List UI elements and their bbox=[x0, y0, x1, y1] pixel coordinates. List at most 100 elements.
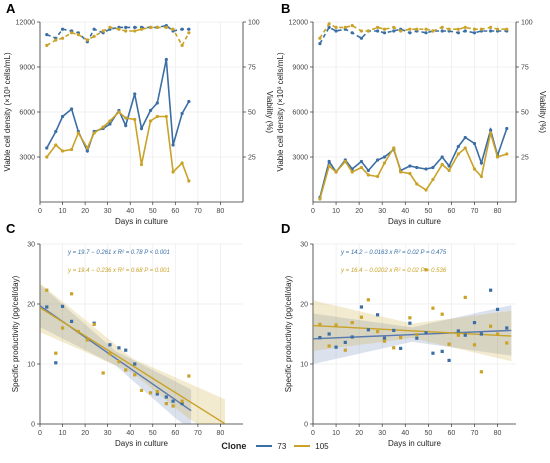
data-point-105-density bbox=[45, 155, 49, 159]
data-point-105-viability bbox=[366, 29, 370, 33]
fit-line-105 bbox=[39, 307, 226, 425]
data-point-73 bbox=[399, 346, 403, 350]
y-tick-label: 3000 bbox=[292, 155, 308, 162]
data-point-105-density bbox=[108, 119, 112, 123]
data-point-105-density bbox=[171, 170, 175, 174]
data-point-105-density bbox=[334, 170, 338, 174]
data-point-73 bbox=[505, 326, 509, 330]
y2-tick-label: 100 bbox=[248, 20, 260, 27]
data-point-105-density bbox=[117, 110, 121, 114]
x-tick-label: 50 bbox=[149, 208, 157, 215]
regression-annotation-105: y = 16.4 − 0.0202 x R² = 0.02 P = 0.536 bbox=[340, 268, 447, 274]
x-tick-label: 10 bbox=[59, 208, 67, 215]
data-point-105-density bbox=[382, 161, 387, 165]
data-point-73-density bbox=[45, 146, 49, 150]
data-point-73 bbox=[117, 346, 121, 350]
x-tick-label: 70 bbox=[471, 430, 479, 437]
data-point-73 bbox=[463, 333, 467, 337]
data-point-73-viability bbox=[472, 31, 477, 35]
data-point-105 bbox=[447, 342, 451, 346]
data-point-105-viability bbox=[359, 29, 364, 33]
data-point-105-viability bbox=[155, 25, 159, 29]
x-tick-label: 20 bbox=[355, 430, 363, 437]
x-axis-title: Days in culture bbox=[115, 217, 168, 226]
data-point-73 bbox=[392, 328, 396, 332]
y-tick-label: 9000 bbox=[292, 65, 308, 72]
data-point-105-density bbox=[392, 146, 396, 150]
data-point-105-density bbox=[495, 155, 500, 159]
data-point-105-viability bbox=[60, 36, 65, 40]
data-point-105-viability bbox=[392, 25, 396, 29]
data-point-105-density bbox=[76, 131, 80, 135]
data-point-105-density bbox=[415, 182, 419, 186]
data-point-105-density bbox=[101, 125, 105, 129]
x-tick-label: 30 bbox=[378, 208, 386, 215]
x-tick-label: 80 bbox=[494, 430, 502, 437]
data-point-73-density bbox=[447, 164, 451, 168]
data-point-73 bbox=[375, 313, 380, 317]
x-tick-label: 30 bbox=[378, 430, 386, 437]
data-point-105-density bbox=[359, 165, 364, 170]
data-point-73 bbox=[334, 345, 338, 349]
data-point-105 bbox=[148, 391, 153, 395]
y-tick-label: 30 bbox=[300, 242, 308, 249]
data-point-105 bbox=[180, 399, 184, 403]
data-point-73 bbox=[440, 349, 444, 353]
y-tick-label: 0 bbox=[31, 422, 35, 429]
data-point-105-density bbox=[424, 188, 428, 192]
data-point-105 bbox=[479, 370, 483, 374]
y2-tick-label: 25 bbox=[248, 155, 256, 162]
y-tick-label: 6000 bbox=[19, 110, 35, 117]
data-point-73-density bbox=[148, 108, 153, 113]
data-point-73 bbox=[350, 335, 354, 339]
data-point-105-density bbox=[366, 173, 370, 177]
data-point-73-density bbox=[408, 164, 412, 168]
x-tick-label: 60 bbox=[171, 208, 179, 215]
data-point-105 bbox=[117, 360, 121, 364]
y-axis-title: Specific productivity (pg/cell/day) bbox=[11, 275, 20, 392]
data-point-105 bbox=[408, 316, 412, 320]
data-point-73-viability bbox=[392, 29, 396, 33]
data-point-105-density bbox=[69, 147, 74, 152]
data-point-105-density bbox=[431, 177, 435, 182]
data-point-73-density bbox=[463, 135, 467, 140]
data-point-73-density bbox=[456, 144, 460, 149]
data-point-73 bbox=[180, 402, 184, 406]
x-axis-title: Days in culture bbox=[115, 439, 168, 448]
data-point-105-viability bbox=[456, 27, 460, 31]
x-tick-label: 10 bbox=[59, 430, 67, 437]
data-point-105-viability bbox=[334, 25, 338, 29]
data-point-73 bbox=[495, 307, 500, 311]
data-point-105 bbox=[45, 288, 49, 292]
data-point-73-density bbox=[60, 114, 65, 119]
legend-item-73: 73 bbox=[256, 442, 286, 451]
data-point-105-density bbox=[327, 164, 331, 168]
data-point-73-density bbox=[382, 155, 387, 159]
x-tick-label: 70 bbox=[471, 208, 479, 215]
fit-line-73 bbox=[312, 329, 512, 340]
data-point-73-viability bbox=[456, 31, 460, 35]
data-point-73-density bbox=[155, 101, 159, 105]
data-point-105-viability bbox=[69, 31, 74, 35]
x-tick-label: 50 bbox=[424, 430, 432, 437]
legend-swatch-105 bbox=[294, 445, 311, 447]
x-tick-label: 0 bbox=[38, 430, 42, 437]
data-point-105-viability bbox=[495, 27, 500, 31]
data-point-105-density bbox=[399, 170, 403, 174]
legend: Clone 73 105 bbox=[0, 441, 550, 459]
data-point-105-viability bbox=[327, 22, 331, 26]
data-point-73-viability bbox=[318, 42, 322, 46]
data-point-73 bbox=[415, 336, 419, 340]
data-point-73-viability bbox=[350, 31, 354, 35]
data-point-73 bbox=[69, 319, 74, 323]
data-point-73 bbox=[382, 336, 387, 340]
data-point-73-density bbox=[164, 57, 168, 62]
regression-annotation-73: y = 19.7 − 0.261 x R² = 0.78 P < 0.001 bbox=[67, 250, 170, 256]
data-point-105-density bbox=[318, 197, 322, 201]
data-point-105-density bbox=[133, 117, 137, 122]
data-point-105 bbox=[85, 338, 89, 342]
data-point-105 bbox=[440, 312, 444, 316]
data-point-73 bbox=[408, 321, 412, 325]
